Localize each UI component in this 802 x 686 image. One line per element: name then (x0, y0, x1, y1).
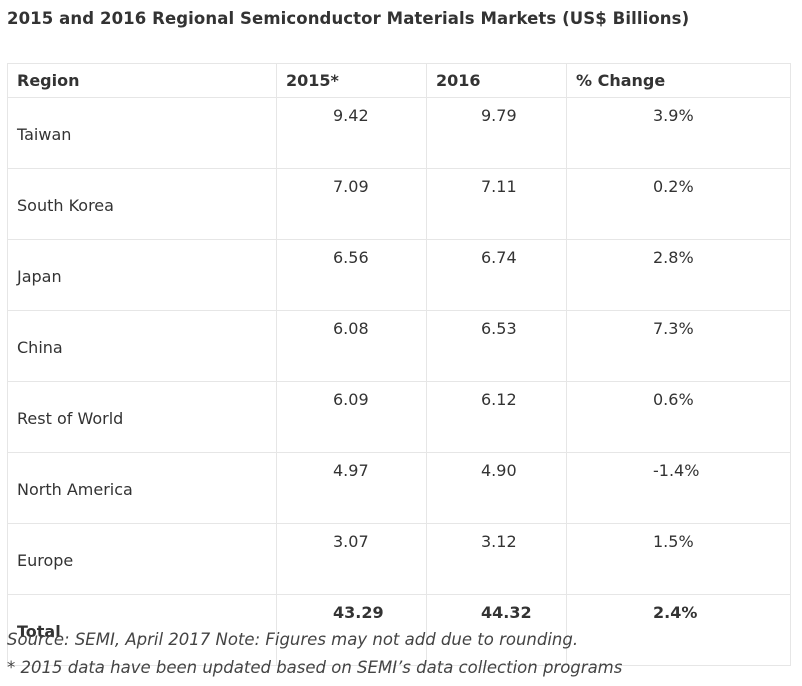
table-row: Rest of World 6.09 6.12 0.6% (7, 381, 791, 453)
cell-total-2015: 43.29 (276, 594, 427, 666)
cell-total-label: Total (7, 594, 277, 666)
cell-2016: 4.90 (426, 452, 567, 524)
table-total-row: Total 43.29 44.32 2.4% (7, 594, 791, 666)
cell-2015: 9.42 (276, 97, 427, 169)
cell-2015: 6.09 (276, 381, 427, 453)
cell-percent-change: 7.3% (566, 310, 791, 382)
cell-2016: 7.11 (426, 168, 567, 240)
cell-percent-change: 2.8% (566, 239, 791, 311)
cell-2015: 3.07 (276, 523, 427, 595)
cell-2015: 4.97 (276, 452, 427, 524)
table-row: Japan 6.56 6.74 2.8% (7, 239, 791, 311)
cell-region: North America (7, 452, 277, 524)
cell-percent-change: 3.9% (566, 97, 791, 169)
cell-region: South Korea (7, 168, 277, 240)
header-2015: 2015* (276, 63, 427, 98)
table-title: 2015 and 2016 Regional Semiconductor Mat… (7, 9, 690, 28)
header-2016: 2016 (426, 63, 567, 98)
table-row: South Korea 7.09 7.11 0.2% (7, 168, 791, 240)
cell-2015: 7.09 (276, 168, 427, 240)
table-row: China 6.08 6.53 7.3% (7, 310, 791, 382)
cell-2016: 6.74 (426, 239, 567, 311)
cell-2016: 6.53 (426, 310, 567, 382)
cell-percent-change: 0.6% (566, 381, 791, 453)
cell-percent-change: 0.2% (566, 168, 791, 240)
header-region: Region (7, 63, 277, 98)
cell-region: Rest of World (7, 381, 277, 453)
table-row: Taiwan 9.42 9.79 3.9% (7, 97, 791, 169)
cell-region: Japan (7, 239, 277, 311)
materials-markets-table: Region 2015* 2016 % Change Taiwan 9.42 9… (7, 63, 791, 666)
cell-2016: 3.12 (426, 523, 567, 595)
cell-percent-change: 1.5% (566, 523, 791, 595)
cell-2015: 6.56 (276, 239, 427, 311)
cell-region: China (7, 310, 277, 382)
table-row: North America 4.97 4.90 -1.4% (7, 452, 791, 524)
header-percent-change: % Change (566, 63, 791, 98)
cell-region: Taiwan (7, 97, 277, 169)
source-note: Source: SEMI, April 2017 Note: Figures m… (7, 630, 579, 649)
cell-2016: 6.12 (426, 381, 567, 453)
cell-total-percent-change: 2.4% (566, 594, 791, 666)
footnote: * 2015 data have been updated based on S… (7, 658, 623, 677)
cell-2016: 9.79 (426, 97, 567, 169)
table-row: Europe 3.07 3.12 1.5% (7, 523, 791, 595)
cell-2015: 6.08 (276, 310, 427, 382)
cell-percent-change: -1.4% (566, 452, 791, 524)
cell-region: Europe (7, 523, 277, 595)
table-header-row: Region 2015* 2016 % Change (7, 63, 791, 98)
